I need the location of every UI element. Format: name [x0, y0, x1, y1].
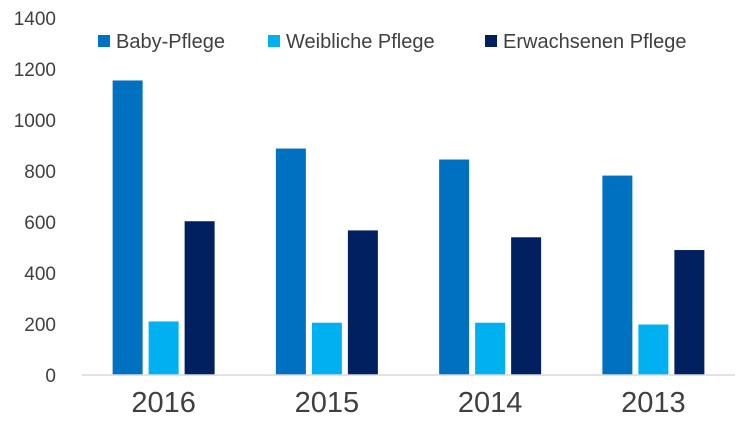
y-tick-label: 600	[24, 213, 56, 234]
bar-erwachsenen-pflege-2016	[184, 221, 215, 375]
y-tick-label: 1200	[14, 60, 56, 81]
bar-weibliche-pflege-2015	[311, 322, 342, 375]
legend-label: Weibliche Pflege	[286, 31, 435, 53]
y-axis-tick-labels: 0 200 400 600 800 1000 1200 1400	[14, 9, 56, 387]
y-tick-label: 1400	[14, 9, 56, 30]
bar-erwachsenen-pflege-2013	[674, 250, 705, 375]
bar-weibliche-pflege-2016	[148, 321, 179, 375]
y-tick-label: 200	[24, 315, 56, 336]
x-axis-category-labels: 2016 2015 2014 2013	[131, 387, 685, 419]
x-category-label: 2014	[458, 387, 523, 419]
bar-baby-pflege-2013	[602, 175, 633, 375]
legend-swatch	[268, 35, 280, 47]
bars	[112, 80, 705, 375]
bar-erwachsenen-pflege-2015	[347, 230, 378, 375]
x-category-label: 2015	[295, 387, 360, 419]
legend: Baby-Pflege Weibliche Pflege Erwachsenen P…	[98, 31, 686, 53]
legend-label: Erwachsenen Pflege	[503, 31, 686, 53]
bar-weibliche-pflege-2014	[475, 322, 506, 375]
bar-baby-pflege-2014	[439, 159, 470, 375]
y-tick-label: 400	[24, 264, 56, 285]
x-category-label: 2013	[621, 387, 686, 419]
legend-swatch	[485, 35, 497, 47]
legend-swatch	[98, 35, 110, 47]
bar-weibliche-pflege-2013	[638, 324, 669, 375]
bar-baby-pflege-2015	[275, 148, 306, 375]
bar-baby-pflege-2016	[112, 80, 143, 375]
y-tick-label: 0	[45, 366, 56, 387]
bar-erwachsenen-pflege-2014	[511, 237, 542, 375]
y-tick-label: 800	[24, 162, 56, 183]
legend-label: Baby-Pflege	[116, 31, 225, 53]
y-tick-label: 1000	[14, 111, 56, 132]
x-category-label: 2016	[131, 387, 196, 419]
